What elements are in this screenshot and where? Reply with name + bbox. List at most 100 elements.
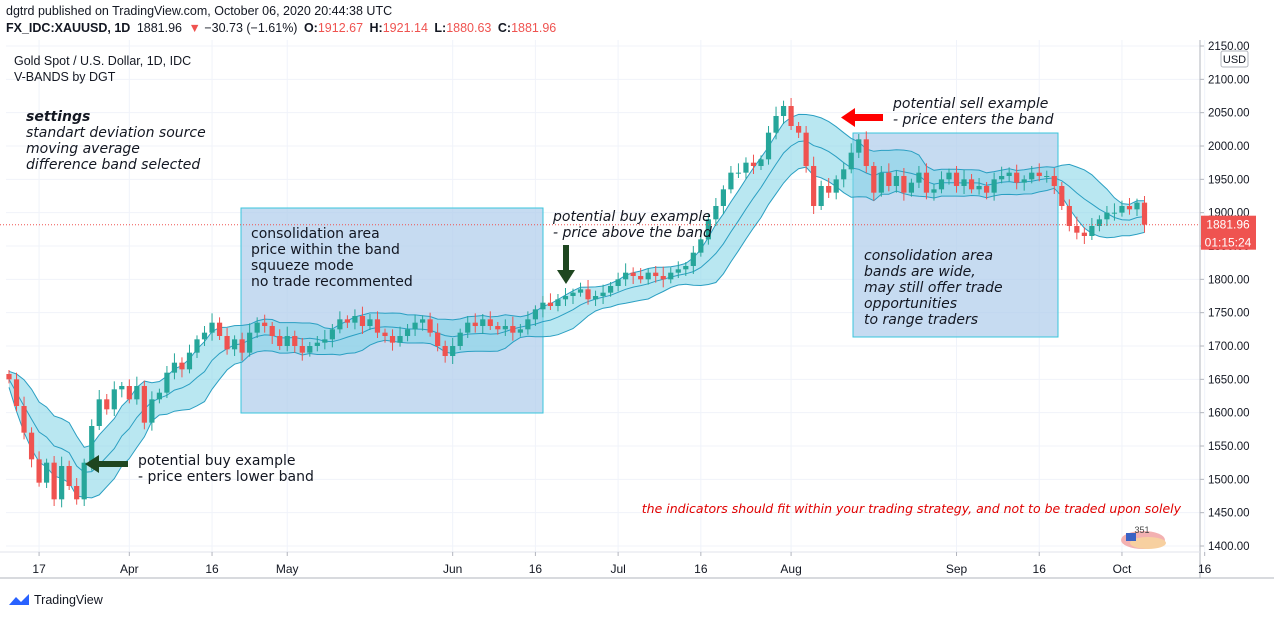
publisher-line: dgtrd published on TradingView.com, Octo… [6, 4, 393, 18]
candle-body [1096, 219, 1102, 226]
candle-body [871, 166, 877, 193]
disclaimer-text: the indicators should fit within your tr… [642, 501, 1182, 516]
x-tick-label: Sep [946, 562, 968, 576]
flag-badge-icon: 351 [1121, 525, 1166, 549]
candle-body [44, 462, 50, 483]
y-tick-label: 1800.00 [1208, 274, 1250, 286]
y-tick-label: 1750.00 [1208, 308, 1250, 320]
candle-body [389, 336, 396, 343]
candle-body [96, 399, 102, 426]
candle-body [961, 179, 967, 186]
candle-body [119, 386, 125, 390]
currency-label: USD [1223, 54, 1246, 66]
candle-body [705, 219, 711, 240]
candle-body [953, 172, 960, 186]
candle-body [457, 332, 463, 346]
candle-body [510, 326, 516, 333]
candle-body [81, 462, 87, 500]
candle-body [728, 172, 734, 190]
candle-body [1036, 172, 1042, 176]
candle-body [502, 326, 508, 330]
candle-body [984, 186, 990, 193]
candle-body [21, 406, 27, 433]
candle-body [1066, 206, 1072, 226]
candle-body [442, 346, 448, 356]
chart-header: dgtrd published on TradingView.com, Octo… [6, 3, 1196, 37]
candle-body [901, 176, 907, 193]
footer[interactable]: TradingView [8, 590, 103, 610]
candle-body [592, 296, 599, 300]
x-tick-label: 16 [1033, 562, 1047, 576]
y-tick-label: 2150.00 [1208, 41, 1250, 53]
high-label: H: [369, 21, 383, 35]
symbol-ohlc-line: FX_IDC:XAUUSD, 1D 1881.96 ▼ −30.73 (−1.6… [6, 20, 1196, 37]
candle-body [6, 374, 12, 380]
consolidation-box-1[interactable] [240, 207, 544, 414]
countdown-value: 01:15:24 [1205, 236, 1252, 250]
candle-body [826, 186, 832, 193]
candle-body [570, 292, 576, 296]
candle-body [848, 152, 854, 170]
settings-line-2: moving average [26, 141, 140, 157]
x-tick-label: May [276, 562, 299, 576]
candle-body [314, 342, 320, 346]
consolidation-1-annotation[interactable]: consolidation area price within the band… [251, 226, 413, 290]
high-value: 1921.14 [382, 21, 428, 35]
buy-lower-line-1: potential buy example [138, 453, 295, 469]
candle-body [262, 322, 268, 326]
candle-body [495, 326, 501, 330]
candle-body [547, 302, 554, 306]
candle-body [893, 176, 899, 186]
candle-body [585, 289, 591, 300]
consolidation-2-line-3: may still offer trade [864, 280, 1003, 296]
candle-body [359, 316, 366, 326]
candle-body [186, 352, 193, 370]
buy-above-annotation[interactable]: potential buy example - price above the … [552, 209, 712, 241]
candle-body [224, 336, 230, 350]
candle-body [1081, 232, 1087, 236]
candle-body [111, 389, 117, 410]
candle-body [374, 319, 381, 333]
candle-body [577, 289, 584, 293]
candle-body [89, 426, 95, 463]
candle-body [344, 319, 350, 323]
candle-body [382, 332, 388, 336]
candle-body [420, 319, 426, 323]
currency-badge[interactable]: USD [1220, 50, 1249, 68]
left-arrow-green-icon [85, 455, 128, 473]
time-axis[interactable]: 17 Apr 16 May Jun 16 Jul 16 Aug Sep 16 Oct 16 [32, 552, 1212, 576]
y-tick-label: 1500.00 [1208, 474, 1250, 486]
sell-annotation[interactable]: potential sell example - price enters th… [892, 96, 1054, 128]
band-fill [9, 114, 1145, 498]
candle-body [134, 386, 140, 400]
candle-body [13, 379, 20, 406]
candle-body [743, 162, 749, 173]
low-label: L: [434, 21, 447, 35]
candle-body [149, 399, 155, 423]
consolidation-2-annotation[interactable]: consolidation area bands are wide, may s… [864, 248, 1003, 328]
last-price-badge-value: 1881.96 [1206, 218, 1250, 232]
candle-body [1126, 206, 1133, 210]
y-tick-label: 2050.00 [1208, 108, 1250, 120]
settings-annotation[interactable]: settings standart deviation source movin… [26, 109, 206, 173]
consolidation-2-line-5: to range traders [864, 312, 978, 328]
candle-body [194, 339, 200, 353]
buy-lower-line-2: - price enters lower band [138, 469, 314, 485]
y-tick-label: 1450.00 [1208, 508, 1250, 520]
candle-body [472, 322, 478, 326]
candle-body [968, 179, 975, 190]
candle-body [1141, 202, 1148, 225]
candle-body [916, 172, 922, 183]
buy-lower-annotation[interactable]: potential buy example - price enters low… [138, 453, 314, 485]
candle-body [720, 189, 726, 206]
y-tick-label: 1650.00 [1208, 374, 1250, 386]
candle-body [1089, 226, 1095, 236]
candle-body [299, 346, 305, 353]
y-tick-label: 1950.00 [1208, 174, 1250, 186]
price-axis[interactable]: 1400.00 1450.00 1500.00 1550.00 1600.00 1650.… [1200, 41, 1250, 553]
y-tick-label: 1550.00 [1208, 441, 1250, 453]
symbol-label: FX_IDC:XAUUSD, 1D [6, 21, 131, 35]
candle-body [269, 326, 275, 336]
candle-body [51, 462, 57, 500]
